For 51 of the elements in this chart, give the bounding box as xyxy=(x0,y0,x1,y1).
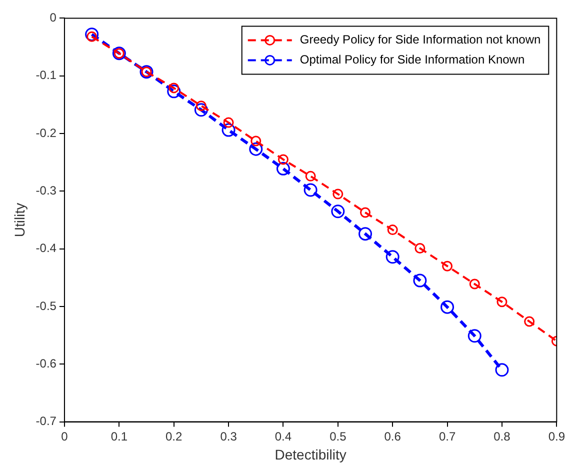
point xyxy=(468,329,482,343)
x-tick-label: 0.3 xyxy=(220,429,238,444)
point xyxy=(524,316,535,327)
x-tick-label: 0.5 xyxy=(330,429,347,444)
point xyxy=(168,82,180,94)
y-tick-label: -0.6 xyxy=(36,356,57,370)
point xyxy=(442,260,453,272)
x-tick-label: 0.4 xyxy=(274,429,292,444)
point xyxy=(167,84,181,98)
x-tick-label: 0.2 xyxy=(166,429,183,444)
point xyxy=(495,363,509,377)
y-tick-label: -0.4 xyxy=(36,241,57,256)
point xyxy=(304,183,318,197)
y-tick-label: -0.7 xyxy=(36,414,57,428)
point xyxy=(332,188,344,200)
point xyxy=(414,243,426,254)
point xyxy=(331,204,345,218)
point xyxy=(413,274,427,288)
point xyxy=(387,224,398,236)
x-axis-title: Detectibility xyxy=(274,446,346,462)
point xyxy=(469,278,480,290)
x-tick-label: 0.1 xyxy=(110,429,128,444)
point xyxy=(86,31,98,42)
point xyxy=(223,117,234,128)
point xyxy=(250,136,262,146)
y-tick-label: -0.5 xyxy=(36,298,57,313)
point xyxy=(386,250,400,264)
point xyxy=(196,100,206,112)
x-tick-label: 0.7 xyxy=(438,429,456,444)
point xyxy=(360,207,371,218)
legend-label: Optimal Policy for Side Information Known xyxy=(300,52,525,67)
y-tick-label: -0.2 xyxy=(36,126,57,140)
point xyxy=(85,28,99,42)
x-tick-label: 0.9 xyxy=(548,429,566,444)
x-tick-label: 0 xyxy=(61,429,68,444)
point xyxy=(222,123,236,137)
point xyxy=(305,170,316,182)
y-tick-label: 0 xyxy=(50,10,57,25)
point xyxy=(249,142,263,156)
x-tick-label: 0.8 xyxy=(494,429,511,444)
point xyxy=(358,227,372,241)
point xyxy=(276,162,290,176)
point xyxy=(440,300,454,314)
point xyxy=(278,154,288,165)
y-axis-title: Utility xyxy=(11,202,28,238)
point xyxy=(496,296,508,308)
legend-label: Greedy Policy for Side Information not known xyxy=(300,32,541,47)
y-tick-label: -0.1 xyxy=(36,68,57,82)
x-tick-label: 0.6 xyxy=(384,429,402,444)
y-tick-label: -0.3 xyxy=(36,183,57,198)
point xyxy=(194,103,208,117)
